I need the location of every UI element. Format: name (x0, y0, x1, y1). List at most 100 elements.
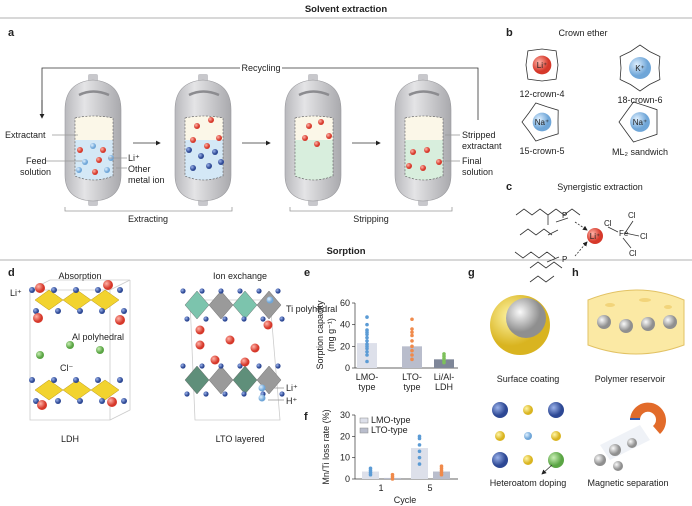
li-ion-label: Li⁺ (286, 383, 298, 393)
data-point (417, 455, 422, 460)
other-metal-ion-label: Other (128, 164, 151, 174)
chlorine-label: Cl (640, 232, 648, 241)
legend-swatch (359, 417, 369, 424)
data-point (410, 339, 414, 343)
synergistic-extraction-title: Synergistic extraction (557, 182, 643, 192)
tank-highlight (298, 90, 330, 97)
iron-label: Fe (619, 229, 629, 238)
chloride-label: Cl⁻ (60, 363, 73, 373)
li-ion-label: Li⁺ (590, 232, 600, 241)
metal-ion (186, 147, 192, 153)
lattice-atom (495, 431, 505, 441)
x-tick-label: LTO- (402, 372, 422, 382)
li-ion (587, 228, 603, 244)
oxygen-atom (275, 288, 281, 294)
li-ion (302, 135, 308, 141)
metal-ion (206, 163, 212, 169)
li-ion (96, 157, 102, 163)
chloride-atom (96, 346, 104, 354)
data-point (365, 342, 369, 346)
dopant-atom (548, 452, 564, 468)
li-ion-label: Li⁺ (128, 153, 140, 163)
oxygen-atom (222, 391, 228, 397)
extractant-label: Extractant (5, 130, 46, 140)
ti-polyhedron (232, 290, 258, 320)
lattice-atom (548, 402, 564, 418)
oxygen-atom (237, 288, 243, 294)
oxygen-atom (180, 288, 186, 294)
lattice-atom (523, 455, 533, 465)
li-ion (204, 143, 210, 149)
li-atom (250, 343, 260, 353)
oxygen-atom (77, 308, 83, 314)
tank (64, 74, 122, 206)
metal-ion (212, 149, 218, 155)
metal-ion (82, 159, 88, 165)
oxygen-atom (29, 287, 35, 293)
data-point (439, 464, 444, 469)
data-point (365, 322, 369, 327)
oxygen-atom (203, 316, 209, 322)
li-atom (33, 313, 43, 323)
data-point (442, 352, 446, 356)
arrow-icon (541, 464, 553, 475)
data-point (417, 462, 422, 466)
ion-atom (258, 384, 266, 392)
oxygen-atom (33, 308, 39, 314)
panel-c-synergistic-extraction: Synergistic extraction P P Li⁺ Fe Cl Cl … (514, 182, 648, 283)
oxygen-atom (184, 391, 190, 397)
li-ion (420, 165, 426, 171)
x-tick-label: Li/Al- (434, 372, 455, 382)
oxygen-atom (279, 316, 285, 322)
data-point (410, 333, 414, 338)
tank (284, 74, 342, 206)
chloride-atom (66, 341, 74, 349)
li-ion (406, 163, 412, 169)
absorption-label: Absorption (58, 271, 101, 281)
x-tick-label: LDH (435, 382, 453, 392)
li-ion (190, 137, 196, 143)
data-point (417, 443, 422, 447)
metal-ion (90, 143, 96, 149)
ti-polyhedron (208, 365, 234, 395)
metal-ion (198, 153, 204, 159)
al-polyhedron (34, 289, 64, 311)
li-atom (107, 397, 117, 407)
section-title-sorption: Sorption (326, 246, 365, 257)
oxygen-atom (73, 287, 79, 293)
panel-d-crystal-structures: Absorption Ion exchange Li⁺ Al polyhedra… (10, 271, 337, 444)
li-atom (240, 357, 250, 367)
legend-label: LMO-type (371, 415, 411, 425)
oxygen-atom (279, 391, 285, 397)
li-ion (326, 133, 332, 139)
stripped-extractant-label: extractant (462, 141, 502, 151)
oxygen-atom (218, 363, 224, 369)
oxygen-atom (199, 288, 205, 294)
oxygen-atom (180, 363, 186, 369)
y-tick-label: 0 (345, 474, 350, 484)
oxygen-atom (275, 363, 281, 369)
tank-highlight (408, 90, 440, 97)
panel-label-f: f (304, 411, 308, 423)
phosphorus-label: P (562, 211, 567, 220)
oxygen-atom (55, 398, 61, 404)
panel-label-g: g (468, 267, 475, 279)
oxygen-atom (260, 316, 266, 322)
oxygen-atom (199, 363, 205, 369)
heteroatom-doping-label: Heteroatom doping (490, 478, 567, 488)
crown-ether-ring (619, 44, 661, 92)
lto-layered-label: LTO layered (216, 434, 265, 444)
ion-atom (258, 394, 266, 402)
ti-polyhedral-label: Ti polyhedral (286, 304, 337, 314)
li-ion (100, 147, 106, 153)
ion (532, 55, 552, 75)
oxygen-atom (203, 391, 209, 397)
y-axis-unit: (mg g⁻¹) (326, 318, 336, 352)
li-ion (208, 117, 214, 123)
data-point (368, 466, 373, 471)
tank-highlight (188, 90, 220, 97)
data-point (365, 349, 369, 354)
ion-label: Na⁺ (633, 118, 647, 127)
crown-ether-ring (618, 101, 658, 143)
